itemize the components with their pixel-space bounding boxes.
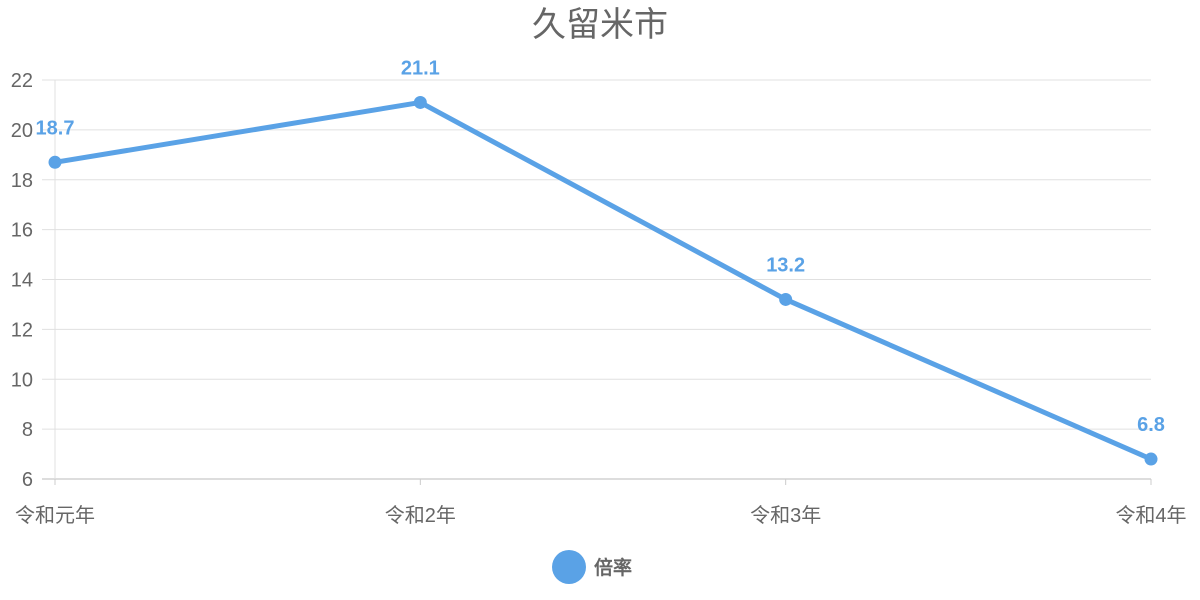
series: 18.7 21.1 13.2 6.8 bbox=[36, 57, 1165, 466]
y-tick-label: 20 bbox=[11, 120, 33, 142]
grid bbox=[42, 79, 1152, 485]
series-line bbox=[54, 99, 1153, 462]
y-tick-label: 16 bbox=[11, 220, 33, 242]
y-tick-label: 6 bbox=[22, 469, 33, 491]
data-point bbox=[1144, 452, 1158, 466]
y-tick-label: 22 bbox=[11, 70, 33, 92]
data-label: 18.7 bbox=[36, 117, 75, 139]
x-tick-label: 令和2年 bbox=[385, 504, 456, 527]
x-tick-label: 令和元年 bbox=[15, 504, 95, 527]
y-tick-label: 10 bbox=[11, 369, 33, 391]
legend-label[interactable]: 倍率 bbox=[594, 556, 632, 579]
y-tick-label: 12 bbox=[11, 319, 33, 341]
data-label: 6.8 bbox=[1137, 414, 1165, 436]
legend-marker[interactable] bbox=[552, 550, 586, 584]
x-axis: 令和元年 令和2年 令和3年 令和4年 bbox=[15, 504, 1187, 527]
data-point bbox=[779, 292, 793, 306]
data-point bbox=[413, 95, 427, 109]
data-label: 13.2 bbox=[766, 254, 805, 276]
legend[interactable]: 倍率 bbox=[552, 550, 632, 584]
y-tick-label: 14 bbox=[11, 270, 33, 292]
x-tick-label: 令和3年 bbox=[750, 504, 821, 527]
y-axis: 6 8 10 12 14 16 18 20 22 bbox=[11, 70, 33, 491]
x-tick-label: 令和4年 bbox=[1115, 504, 1186, 527]
chart-title: 久留米市 bbox=[532, 6, 668, 44]
data-point bbox=[48, 155, 62, 169]
y-tick-label: 8 bbox=[22, 419, 33, 441]
y-tick-label: 18 bbox=[11, 170, 33, 192]
data-label: 21.1 bbox=[401, 57, 440, 79]
